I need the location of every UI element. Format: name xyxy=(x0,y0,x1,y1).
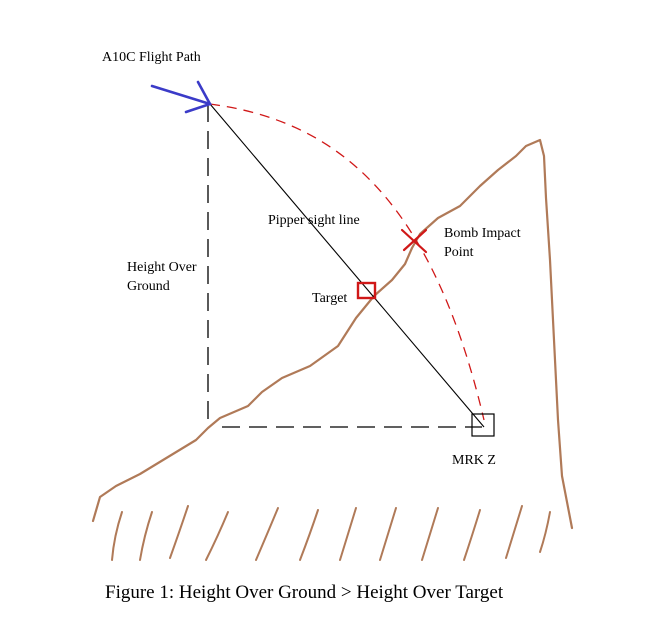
hatch-stroke xyxy=(111,511,123,561)
hatch-stroke xyxy=(255,507,279,561)
flight-path-arrowhead xyxy=(184,80,212,114)
bomb-trajectory xyxy=(209,103,485,421)
mrk-z-box xyxy=(471,413,495,437)
hatch-stroke xyxy=(539,511,551,553)
hatch-stroke xyxy=(139,511,153,561)
hatch-stroke xyxy=(379,507,397,561)
height-over-ground-label-line2: Ground xyxy=(127,279,170,294)
mrk-z-label: MRK Z xyxy=(452,453,496,468)
hatch-stroke xyxy=(463,509,481,561)
flight-path-arrow xyxy=(150,80,212,114)
terrain-profile xyxy=(91,138,574,530)
pipper-sight-line-label: Pipper sight line xyxy=(268,213,360,228)
terrain-hatching xyxy=(111,505,551,561)
flight-path-label: A10C Flight Path xyxy=(102,50,201,65)
cross-stroke-b xyxy=(402,228,428,252)
flight-path-shaft xyxy=(150,84,212,106)
bomb-impact-cross xyxy=(400,228,428,254)
height-over-ground-label-line1: Height Over xyxy=(127,260,197,275)
hatch-stroke xyxy=(299,509,319,561)
hatch-stroke xyxy=(205,511,229,561)
target-box xyxy=(356,281,377,300)
hatch-stroke xyxy=(339,507,357,561)
hatch-stroke xyxy=(505,505,523,559)
hatch-stroke xyxy=(169,505,189,559)
hatch-stroke xyxy=(421,507,439,561)
figure-caption: Figure 1: Height Over Ground > Height Ov… xyxy=(105,582,504,603)
bomb-impact-label-line1: Bomb Impact xyxy=(444,226,521,241)
bomb-impact-label-line2: Point xyxy=(444,245,474,260)
target-label: Target xyxy=(312,291,347,306)
pipper-sight-line xyxy=(209,103,485,428)
